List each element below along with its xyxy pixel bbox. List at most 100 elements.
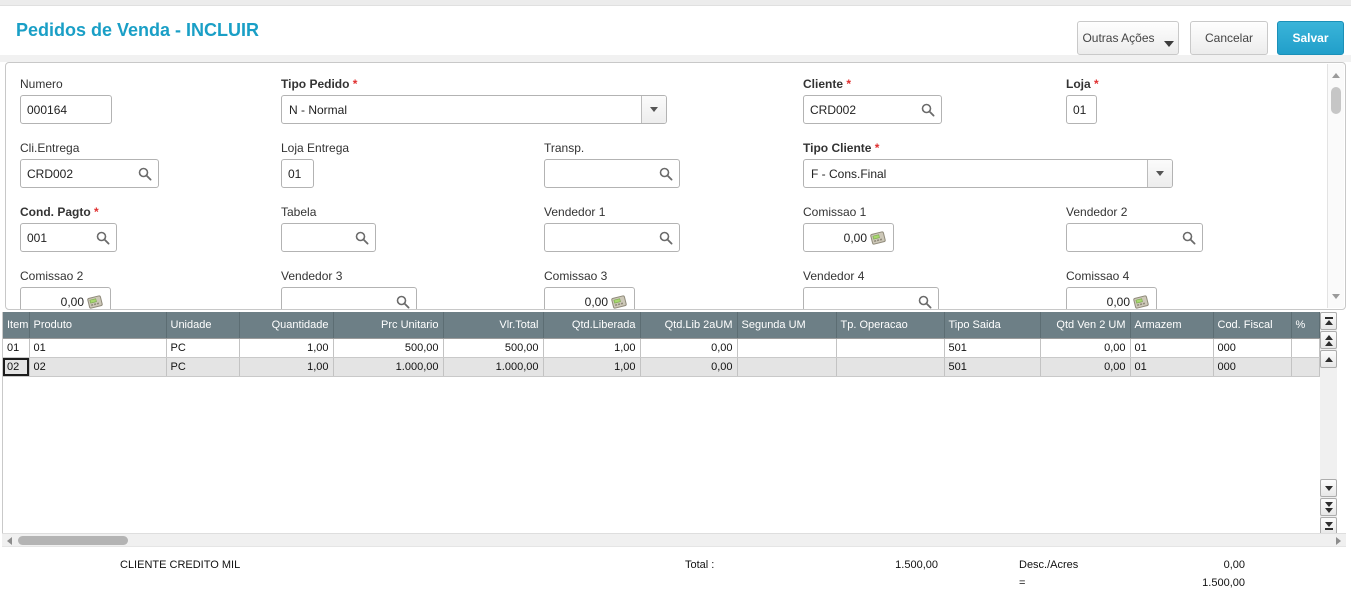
scroll-right-icon[interactable] xyxy=(1336,537,1341,545)
magnifier-icon[interactable] xyxy=(921,103,935,117)
grid-cell[interactable]: 1,00 xyxy=(543,338,641,358)
grid-cell[interactable]: 1.000,00 xyxy=(333,357,444,377)
grid-cell[interactable] xyxy=(836,338,945,358)
grid-cell[interactable] xyxy=(737,338,837,358)
cond_pagto-input[interactable] xyxy=(21,224,96,251)
field-loja_entrega: Loja Entrega xyxy=(281,141,349,188)
transp-input-box xyxy=(544,159,680,188)
cancelar-label: Cancelar xyxy=(1204,31,1254,45)
grid-cell[interactable]: 02 xyxy=(3,357,30,377)
tipo_pedido-combo[interactable]: N - Normal xyxy=(281,95,667,124)
cancelar-button[interactable]: Cancelar xyxy=(1190,21,1268,55)
grid-cell[interactable]: 1,00 xyxy=(239,357,334,377)
grid-body: 01 01 PC 1,00 500,00 500,00 1,00 0,00 501 0,00 01 0… xyxy=(3,338,1320,377)
magnifier-icon[interactable] xyxy=(138,167,152,181)
horizontal-scrollbar-thumb[interactable] xyxy=(18,536,128,545)
scroll-page-down-button[interactable] xyxy=(1320,498,1337,516)
loja_entrega-input[interactable] xyxy=(282,160,313,187)
grid-cell[interactable]: 01 xyxy=(29,338,167,358)
comissao3-input[interactable] xyxy=(545,288,610,309)
grid-cell[interactable]: 500,00 xyxy=(443,338,544,358)
magnifier-icon[interactable] xyxy=(918,295,932,309)
grid-cell[interactable]: 0,00 xyxy=(1040,338,1131,358)
scroll-left-icon[interactable] xyxy=(7,537,12,545)
numero-input[interactable] xyxy=(21,96,111,123)
net-total-value: 1.500,00 xyxy=(1202,577,1245,589)
magnifier-icon[interactable] xyxy=(96,231,110,245)
calculator-icon[interactable] xyxy=(610,294,628,309)
cli_entrega-input[interactable] xyxy=(21,160,138,187)
dropdown-arrow-icon[interactable] xyxy=(1147,160,1172,187)
scroll-up-button[interactable] xyxy=(1320,350,1337,368)
grid-cell[interactable]: 1.000,00 xyxy=(443,357,544,377)
tabela-input[interactable] xyxy=(282,224,355,251)
outras-acoes-button[interactable]: Outras Ações xyxy=(1077,21,1179,55)
grid-cell[interactable]: 500,00 xyxy=(333,338,444,358)
scroll-down-icon[interactable] xyxy=(1332,294,1340,299)
salvar-button[interactable]: Salvar xyxy=(1277,21,1344,55)
grid-cell[interactable]: 000 xyxy=(1213,357,1292,377)
tipo_pedido-selected-value: N - Normal xyxy=(289,102,348,117)
comissao1-input[interactable] xyxy=(804,224,869,251)
vendedor4-input[interactable] xyxy=(804,288,918,309)
vendedor2-input[interactable] xyxy=(1067,224,1182,251)
table-row[interactable]: 01 01 PC 1,00 500,00 500,00 1,00 0,00 501 0,00 01 0… xyxy=(3,338,1320,358)
total-label: Total : xyxy=(685,559,715,571)
grid-cell[interactable]: 1,00 xyxy=(239,338,334,358)
grid-cell[interactable]: 000 xyxy=(1213,338,1292,358)
vendedor1-input[interactable] xyxy=(545,224,659,251)
form-vertical-scrollbar[interactable] xyxy=(1327,64,1344,308)
grid-vertical-scrollbar[interactable] xyxy=(1320,312,1337,535)
column-header-quantidade: Quantidade xyxy=(239,312,334,339)
calculator-icon[interactable] xyxy=(1132,294,1150,309)
scroll-down-icon xyxy=(1324,485,1333,491)
table-row[interactable]: 02 02 PC 1,00 1.000,00 1.000,00 1,00 0,00 501 0,0… xyxy=(3,357,1320,377)
magnifier-icon[interactable] xyxy=(1182,231,1196,245)
dropdown-arrow-icon[interactable] xyxy=(641,96,666,123)
grid-cell[interactable]: 02 xyxy=(29,357,167,377)
grid-cell[interactable]: 01 xyxy=(1130,357,1214,377)
grid-cell[interactable]: 01 xyxy=(3,338,30,358)
grid-cell[interactable]: 501 xyxy=(944,357,1041,377)
grid-cell[interactable]: 1,00 xyxy=(543,357,641,377)
loja-label: Loja xyxy=(1066,77,1097,91)
comissao2-input[interactable] xyxy=(21,288,86,309)
comissao4-input[interactable] xyxy=(1067,288,1132,309)
calculator-icon[interactable] xyxy=(869,230,887,245)
transp-input[interactable] xyxy=(545,160,659,187)
vendedor1-input-box xyxy=(544,223,680,252)
grid-cell[interactable]: 0,00 xyxy=(640,338,738,358)
grid-cell[interactable]: PC xyxy=(166,338,240,358)
vendedor3-input[interactable] xyxy=(282,288,396,309)
grid-cell[interactable]: 01 xyxy=(1130,338,1214,358)
grid-cell[interactable] xyxy=(836,357,945,377)
scroll-up-icon[interactable] xyxy=(1332,73,1340,78)
tabela-label: Tabela xyxy=(281,205,317,219)
grid-cell[interactable] xyxy=(737,357,837,377)
grid-cell[interactable]: 0,00 xyxy=(640,357,738,377)
grid-horizontal-scrollbar[interactable] xyxy=(2,533,1346,547)
total-value: 1.500,00 xyxy=(895,559,938,571)
tabela-input-box xyxy=(281,223,376,252)
cliente-input[interactable] xyxy=(804,96,921,123)
loja-input[interactable] xyxy=(1067,96,1096,123)
magnifier-icon[interactable] xyxy=(659,167,673,181)
form-scrollbar-thumb[interactable] xyxy=(1331,87,1341,114)
grid-cell[interactable]: PC xyxy=(166,357,240,377)
scroll-first-button[interactable] xyxy=(1320,312,1337,330)
tipo_cliente-combo[interactable]: F - Cons.Final xyxy=(803,159,1173,188)
grid-cell[interactable] xyxy=(1291,357,1320,377)
comissao1-input-box xyxy=(803,223,894,252)
scroll-down-button[interactable] xyxy=(1320,479,1337,497)
calculator-icon[interactable] xyxy=(86,294,104,309)
scroll-page-up-button[interactable] xyxy=(1320,331,1337,349)
magnifier-icon[interactable] xyxy=(355,231,369,245)
grid-cell[interactable]: 501 xyxy=(944,338,1041,358)
field-cliente: Cliente xyxy=(803,77,942,124)
scroll-page-down-icon xyxy=(1324,501,1333,507)
grid-cell[interactable] xyxy=(1291,338,1320,358)
magnifier-icon[interactable] xyxy=(659,231,673,245)
magnifier-icon[interactable] xyxy=(396,295,410,309)
vendedor1-label: Vendedor 1 xyxy=(544,205,606,219)
grid-cell[interactable]: 0,00 xyxy=(1040,357,1131,377)
